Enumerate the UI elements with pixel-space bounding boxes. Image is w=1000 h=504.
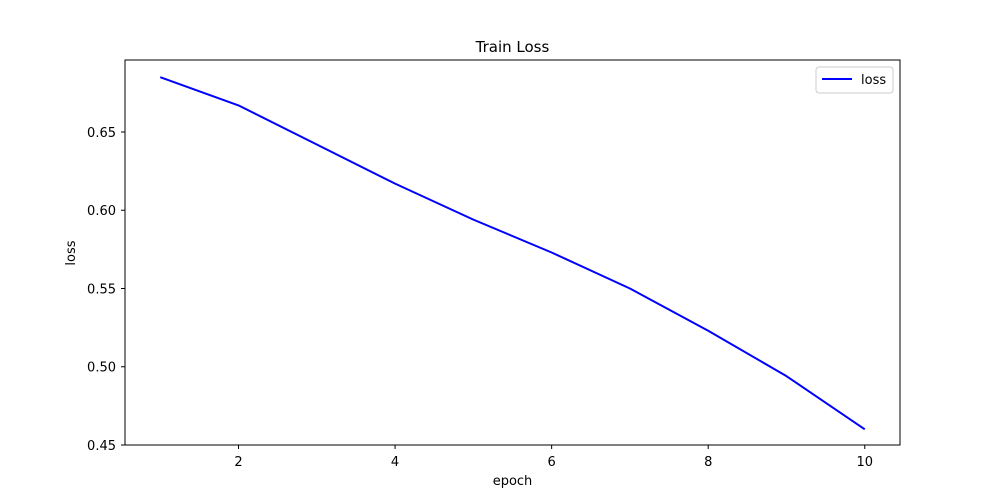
series-layer	[160, 77, 865, 429]
legend: loss	[816, 67, 893, 93]
x-tick-label: 6	[548, 455, 556, 470]
x-tick-label: 8	[704, 455, 712, 470]
x-axis-ticks: 2 4 6 8 10	[234, 445, 873, 470]
y-tick-label: 0.60	[87, 204, 116, 219]
series-line-loss	[160, 77, 865, 429]
y-tick-label: 0.55	[87, 282, 116, 297]
plot-frame	[125, 60, 900, 445]
x-axis-label: epoch	[493, 474, 533, 489]
x-tick-label: 10	[856, 455, 873, 470]
x-tick-label: 4	[391, 455, 399, 470]
y-tick-label: 0.65	[87, 126, 116, 141]
y-axis-label: loss	[64, 240, 79, 265]
y-axis-ticks: 0.45 0.50 0.55 0.60 0.65	[87, 126, 125, 454]
x-tick-label: 2	[234, 455, 242, 470]
chart-title: Train Loss	[475, 38, 550, 56]
y-tick-label: 0.50	[87, 361, 116, 376]
legend-label: loss	[861, 73, 886, 88]
y-tick-label: 0.45	[87, 439, 116, 454]
